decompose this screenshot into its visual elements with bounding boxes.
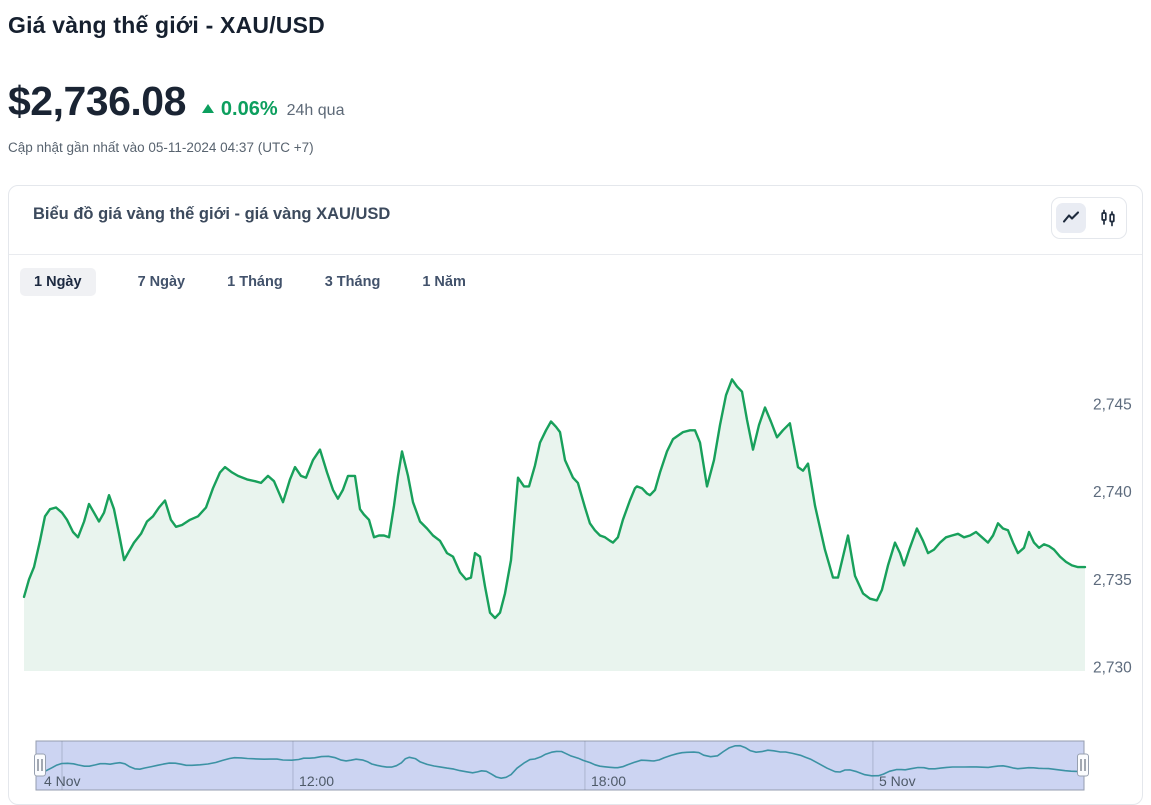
navigator-time-label: 4 Nov — [44, 773, 81, 789]
page-title: Giá vàng thế giới - XAU/USD — [8, 12, 325, 38]
up-arrow-icon — [201, 104, 214, 113]
tab-1-day[interactable]: 1 Ngày — [20, 268, 96, 296]
candlestick-chart-toggle-button[interactable] — [1093, 203, 1123, 233]
chart-card: Biểu đồ giá vàng thế giới - giá vàng XAU… — [8, 185, 1143, 805]
tab-1-year[interactable]: 1 Năm — [422, 274, 466, 290]
current-price: $2,736.08 — [8, 78, 186, 124]
chart-type-toggle-group — [1051, 197, 1127, 239]
navigator-time-label: 5 Nov — [879, 773, 916, 789]
y-axis-tick-label: 2,745 — [1093, 397, 1132, 414]
line-chart-icon — [1062, 211, 1079, 223]
navigator-time-label: 12:00 — [299, 773, 334, 789]
tab-1-month[interactable]: 1 Tháng — [227, 274, 283, 290]
change-percent: 0.06% — [220, 98, 278, 120]
navigator-line — [35, 744, 1085, 780]
navigator-time-label: 18:00 — [591, 773, 626, 789]
range-selector-left-handle[interactable] — [34, 753, 46, 777]
change-period-label: 24h qua — [286, 102, 345, 119]
range-selector-track[interactable] — [35, 740, 1085, 791]
y-axis-tick-label: 2,730 — [1093, 660, 1132, 677]
price-chart[interactable]: 2,745 2,740 2,735 2,730 4 Nov 12:00 18:00 5 Nov — [9, 286, 1142, 791]
candlestick-chart-icon — [1100, 209, 1115, 227]
tab-3-months[interactable]: 3 Tháng — [324, 274, 381, 290]
price-change: 0.06% — [201, 98, 278, 121]
divider — [9, 254, 1142, 255]
range-selector-right-handle[interactable] — [1077, 753, 1089, 777]
tab-7-days[interactable]: 7 Ngày — [137, 274, 186, 290]
price-area — [24, 379, 1085, 671]
price-block: $2,736.08 0.06% 24h qua — [8, 78, 344, 125]
last-updated-text: Cập nhật gần nhất vào 05-11-2024 04:37 (… — [8, 140, 314, 155]
line-chart-toggle-button[interactable] — [1055, 203, 1086, 233]
price-line — [22, 378, 1087, 620]
timeframe-tabs: 1 Ngày 7 Ngày 1 Tháng 3 Tháng 1 Năm — [20, 268, 466, 296]
y-axis-tick-label: 2,740 — [1093, 484, 1132, 501]
chart-card-title: Biểu đồ giá vàng thế giới - giá vàng XAU… — [33, 205, 391, 223]
y-axis-tick-label: 2,735 — [1093, 572, 1132, 589]
